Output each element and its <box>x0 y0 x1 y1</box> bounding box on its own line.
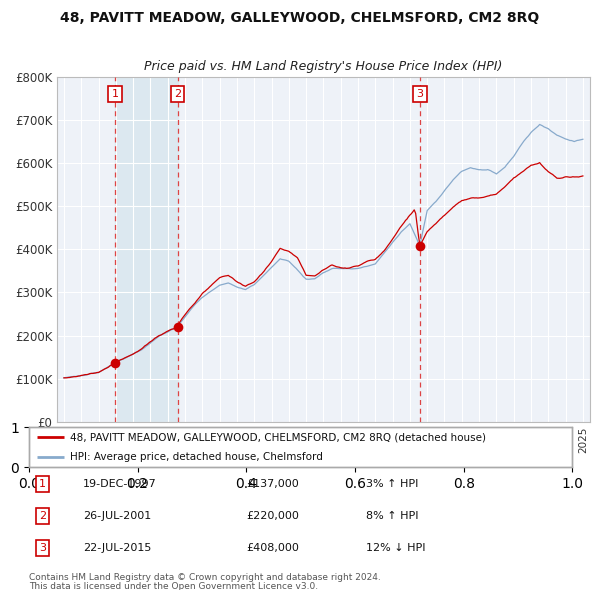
Text: 1: 1 <box>39 478 46 489</box>
Text: 1: 1 <box>112 89 119 99</box>
Text: 26-JUL-2001: 26-JUL-2001 <box>83 511 151 521</box>
Text: This data is licensed under the Open Government Licence v3.0.: This data is licensed under the Open Gov… <box>29 582 318 590</box>
Text: 2: 2 <box>174 89 181 99</box>
Bar <box>115 77 178 422</box>
Title: Price paid vs. HM Land Registry's House Price Index (HPI): Price paid vs. HM Land Registry's House … <box>144 60 503 73</box>
Text: 8% ↑ HPI: 8% ↑ HPI <box>366 511 418 521</box>
Text: 22-JUL-2015: 22-JUL-2015 <box>83 543 152 553</box>
Text: £408,000: £408,000 <box>246 543 299 553</box>
Text: 3: 3 <box>39 543 46 553</box>
Text: HPI: Average price, detached house, Chelmsford: HPI: Average price, detached house, Chel… <box>70 453 322 462</box>
Text: 48, PAVITT MEADOW, GALLEYWOOD, CHELMSFORD, CM2 8RQ (detached house): 48, PAVITT MEADOW, GALLEYWOOD, CHELMSFOR… <box>70 432 485 442</box>
Text: 3% ↑ HPI: 3% ↑ HPI <box>366 478 418 489</box>
Text: 3: 3 <box>416 89 423 99</box>
Text: 2: 2 <box>39 511 46 521</box>
Text: 19-DEC-1997: 19-DEC-1997 <box>83 478 157 489</box>
Text: £220,000: £220,000 <box>246 511 299 521</box>
Text: £137,000: £137,000 <box>246 478 299 489</box>
Text: 48, PAVITT MEADOW, GALLEYWOOD, CHELMSFORD, CM2 8RQ: 48, PAVITT MEADOW, GALLEYWOOD, CHELMSFOR… <box>61 11 539 25</box>
Text: 12% ↓ HPI: 12% ↓ HPI <box>366 543 425 553</box>
Text: Contains HM Land Registry data © Crown copyright and database right 2024.: Contains HM Land Registry data © Crown c… <box>29 573 380 582</box>
